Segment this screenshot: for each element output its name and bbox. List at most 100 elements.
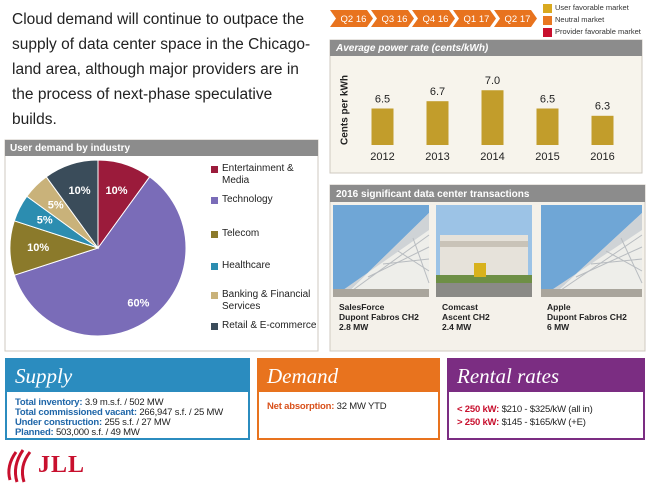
value-label: 6.5 [540, 93, 555, 105]
info-label: Net absorption: [267, 401, 335, 412]
headline-line: Cloud demand will continue to outpace th… [12, 11, 305, 28]
timeline-label: Q1 17 [464, 14, 490, 25]
transaction-photo [436, 205, 532, 297]
bar [591, 115, 614, 145]
timeline-arrow [330, 10, 373, 27]
x-tick-label: 2015 [535, 151, 559, 163]
supply-body: Total inventory: 3.9 m.s.f. / 502 MW Tota… [7, 392, 248, 438]
rental-box: Rental rates < 250 kW: $210 - $325/kW (a… [447, 358, 645, 440]
photo-road [436, 283, 532, 297]
info-value: 503,000 s.f. / 49 MW [55, 427, 140, 438]
rental-body: < 250 kW: $210 - $325/kW (all in) > 250 k… [449, 392, 643, 429]
photo-stripe [382, 258, 430, 265]
x-tick-label: 2016 [590, 151, 614, 163]
info-row: Total commissioned vacant: 266,947 s.f. … [15, 408, 242, 418]
demand-body: Net absorption: 32 MW YTD [259, 392, 438, 412]
x-tick-label: 2014 [480, 151, 504, 163]
transaction-photo [541, 205, 643, 297]
transaction-tenant: SalesForce [339, 302, 385, 312]
value-label: 6.5 [375, 93, 390, 105]
legend-swatch [211, 263, 218, 270]
transaction-caption: SalesForce Dupont Fabros CH2 2.8 MW [339, 302, 419, 332]
legend-label: Entertainment & Media [222, 163, 294, 186]
slice-label: 10% [105, 185, 127, 197]
value-label: 7.0 [485, 75, 500, 87]
legend-label: Technology [222, 194, 273, 205]
pie-slice [13, 176, 187, 337]
slice-label: 5% [48, 200, 64, 212]
timeline-arrow [494, 10, 537, 27]
info-value: 255 s.f. / 27 MW [104, 417, 171, 428]
transaction-site: Dupont Fabros CH2 [339, 312, 419, 322]
photo-stripe [412, 237, 430, 284]
info-row: Planned: 503,000 s.f. / 49 MW [15, 428, 242, 438]
market-legend-swatch [543, 28, 552, 37]
headline-line: supply of data center space in the Chica… [12, 36, 311, 53]
legend-label: Telecom [222, 228, 260, 239]
info-value: 32 MW YTD [336, 401, 387, 412]
market-legend-label: Neutral market [555, 15, 605, 24]
logo: JLL [38, 452, 86, 478]
timeline-arrow [412, 10, 455, 27]
timeline-arrow [453, 10, 496, 27]
logo-icon [7, 449, 32, 483]
x-tick-label: 2013 [425, 151, 449, 163]
timeline-label: Q3 16 [382, 14, 408, 25]
timeline-label: Q2 17 [505, 14, 531, 25]
photo-stripe [620, 237, 643, 284]
transactions-title: 2016 significant data center transaction… [336, 189, 530, 200]
timeline-label: Q2 16 [341, 14, 367, 25]
info-row: Total inventory: 3.9 m.s.f. / 502 MW [15, 398, 242, 408]
legend-swatch [211, 166, 218, 173]
supply-box: Supply Total inventory: 3.9 m.s.f. / 502… [5, 358, 250, 440]
transactions-header [330, 185, 645, 202]
info-row: < 250 kW: $210 - $325/kW (all in) [457, 403, 637, 416]
transaction-photo [333, 205, 430, 297]
transaction-site: Ascent CH2 [442, 312, 490, 322]
transaction-caption: Comcast Ascent CH2 2.4 MW [442, 302, 490, 332]
headline: Cloud demand will continue to outpace th… [12, 7, 327, 132]
market-legend-swatch [543, 4, 552, 13]
info-value: 266,947 s.f. / 25 MW [139, 407, 223, 418]
photo-gate [474, 263, 486, 277]
demand-box: Demand Net absorption: 32 MW YTD [257, 358, 440, 440]
slice-label: 60% [127, 297, 149, 309]
slice-label: 10% [68, 185, 90, 197]
legend-swatch [211, 323, 218, 330]
headline-line: land area, although major providers are … [12, 61, 299, 78]
pie-chart-title: User demand by industry [10, 143, 131, 154]
slice-label: 5% [37, 215, 53, 227]
photo-stripe [605, 250, 643, 272]
transaction-size: 6 MW [547, 322, 570, 332]
headline-line: builds. [12, 111, 57, 128]
headline-line: the process of next-phase speculative [12, 86, 273, 103]
supply-title: Supply [7, 360, 248, 392]
transaction-tenant: Apple [547, 302, 571, 312]
bar [426, 101, 449, 145]
bar [481, 90, 504, 145]
slice-label: 10% [27, 242, 49, 254]
legend-swatch [211, 197, 218, 204]
transaction-size: 2.8 MW [339, 322, 369, 332]
info-value: 3.9 m.s.f. / 502 MW [84, 397, 164, 408]
info-label: < 250 kW: [457, 404, 500, 415]
info-label: Under construction: [15, 417, 102, 428]
market-legend-swatch [543, 16, 552, 25]
rental-title: Rental rates [449, 360, 643, 392]
pie-slice [45, 159, 99, 250]
legend-label: Banking & Financial Services [222, 289, 311, 312]
info-label: > 250 kW: [457, 417, 500, 428]
info-label: Total inventory: [15, 397, 83, 408]
transaction-site: Dupont Fabros CH2 [547, 312, 627, 322]
info-value: $210 - $325/kW (all in) [501, 404, 593, 415]
bar [371, 108, 394, 145]
timeline-arrow [371, 10, 414, 27]
y-axis-label: Cents per kWh [340, 75, 351, 145]
info-label: Total commissioned vacant: [15, 407, 137, 418]
bar [536, 108, 559, 145]
info-row: > 250 kW: $145 - $165/kW (+E) [457, 416, 637, 429]
value-label: 6.7 [430, 86, 445, 98]
value-label: 6.3 [595, 101, 610, 113]
